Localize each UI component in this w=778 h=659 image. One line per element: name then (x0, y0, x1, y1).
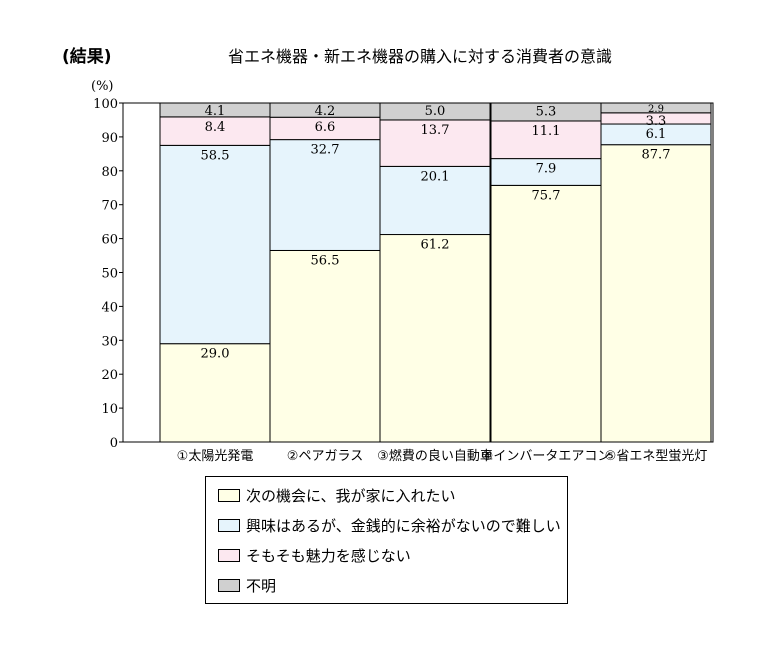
value-label-c2-s2: 13.7 (421, 123, 450, 138)
legend-swatch-too-expensive (218, 518, 240, 532)
bar-segment-c1-s0 (269, 249, 381, 443)
chart-marks: 0 10 20 30 40 50 60 70 80 90 100 29.0 58.5 8.44.1 ①太陽光… (93, 97, 712, 464)
value-label-c0-s3: 4.1 (205, 104, 226, 119)
y-tick-label-30: 30 (101, 334, 118, 349)
y-tick-label-60: 60 (101, 233, 118, 248)
y-tick-label-80: 80 (101, 165, 118, 180)
connector-c2-s0 (489, 185, 492, 235)
connector-c2-s1 (489, 158, 492, 167)
y-tick-label-100: 100 (93, 97, 118, 112)
legend-item-want-next: 次の機会に、我が家に入れたい (218, 485, 456, 505)
bar-segment-c4-s0 (600, 144, 712, 443)
y-tick-label-10: 10 (101, 402, 118, 417)
value-label-c3-s2: 11.1 (532, 124, 561, 139)
legend-label-not-attractive: そもそも魅力を感じない (246, 546, 411, 565)
bar-segment-c2-s1 (379, 165, 491, 236)
bar-segment-c2-s3 (379, 102, 491, 121)
value-label-c4-s0: 87.7 (642, 148, 671, 163)
legend-swatch-want-next (218, 488, 240, 502)
bar-segment-c2-s2 (379, 119, 491, 167)
legend-label-unknown: 不明 (246, 576, 277, 595)
bar-segment-c3-s0 (490, 184, 602, 443)
bar-segment-c3-s2 (490, 120, 602, 160)
legend-swatch-unknown (218, 578, 240, 592)
value-label-c0-s2: 8.4 (205, 120, 226, 135)
value-label-c1-s3: 4.2 (315, 104, 336, 119)
value-label-c4-s3: 2.9 (648, 104, 664, 115)
legend-item-too-expensive: 興味はあるが、金銭的に余裕がないので難しい (218, 515, 561, 535)
value-label-c1-s2: 6.6 (315, 120, 336, 135)
value-label-c2-s3: 5.0 (425, 104, 446, 119)
value-label-c3-s3: 5.3 (536, 105, 557, 120)
category-label-0: ①太陽光発電 (177, 449, 254, 464)
bar-segment-c0-s2 (159, 116, 271, 146)
legend-item-not-attractive: そもそも魅力を感じない (218, 545, 411, 565)
value-label-c3-s0: 75.7 (532, 188, 561, 203)
chart-title: 省エネ機器・新エネ機器の購入に対する消費者の意識 (228, 47, 612, 66)
value-label-c4-s1: 6.1 (646, 127, 667, 142)
legend-item-unknown: 不明 (218, 575, 276, 595)
value-label-c3-s1: 7.9 (536, 162, 557, 177)
category-label-4: ⑤省エネ型蛍光灯 (605, 449, 708, 464)
category-label-3: ④インバータエアコン (482, 449, 611, 464)
bar-segment-c0-s1 (159, 144, 271, 345)
value-label-c2-s1: 20.1 (421, 169, 450, 184)
category-label-2: ③燃費の良い自動車 (377, 448, 493, 464)
y-tick-label-40: 40 (101, 300, 118, 315)
category-label-1: ②ペアガラス (287, 449, 363, 464)
bar-segment-c3-s1 (490, 158, 602, 186)
y-tick-label-50: 50 (101, 267, 118, 282)
value-label-c4-s2: 3.3 (646, 114, 667, 129)
legend-label-too-expensive: 興味はあるが、金銭的に余裕がないので難しい (246, 516, 561, 535)
value-label-c0-s0: 29.0 (201, 347, 230, 362)
bar-segment-c2-s0 (379, 234, 491, 443)
y-axis-unit: (%) (91, 79, 114, 94)
y-tick-label-70: 70 (101, 199, 118, 214)
legend: 次の機会に、我が家に入れたい 興味はあるが、金銭的に余裕がないので難しい そもそ… (205, 476, 568, 604)
result-heading: (結果) (62, 46, 112, 67)
legend-label-want-next: 次の機会に、我が家に入れたい (246, 486, 456, 505)
y-tick-label-0: 0 (110, 436, 118, 451)
y-tick-label-20: 20 (101, 368, 118, 383)
value-label-c2-s0: 61.2 (421, 238, 450, 253)
connector-c2-s2 (489, 119, 492, 122)
value-label-c0-s1: 58.5 (201, 148, 230, 163)
y-tick-label-90: 90 (101, 131, 118, 146)
value-label-c1-s1: 32.7 (311, 143, 340, 158)
bar-segment-c4-s3 (600, 102, 712, 114)
legend-swatch-not-attractive (218, 548, 240, 562)
value-label-c1-s0: 56.5 (311, 253, 340, 268)
